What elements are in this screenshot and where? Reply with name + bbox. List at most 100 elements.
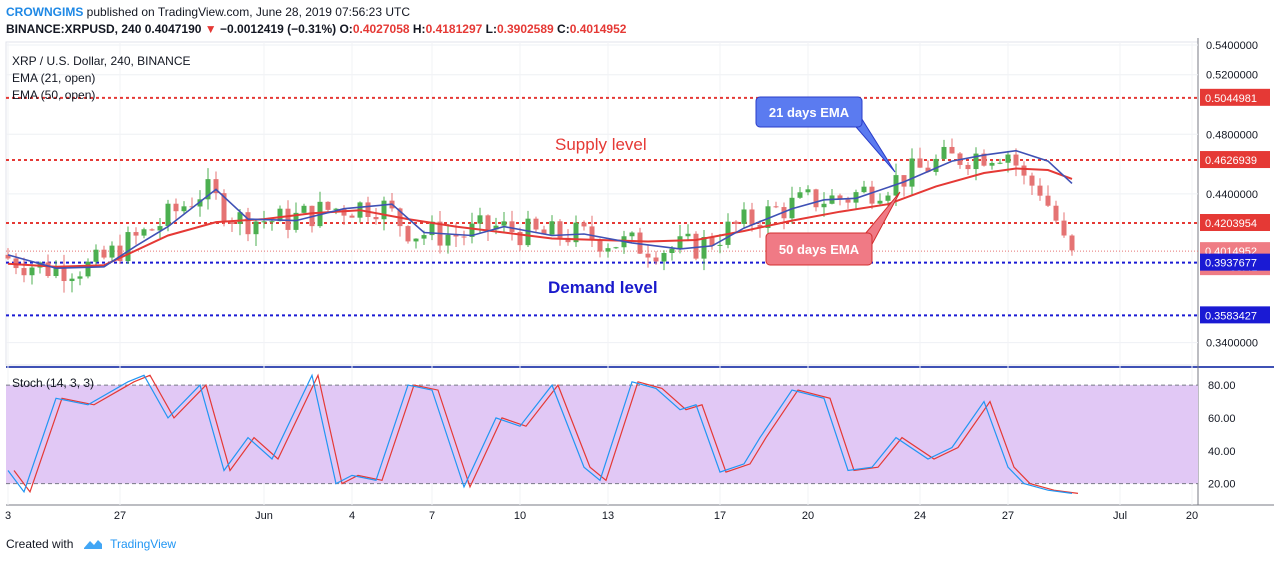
ema21-callout-label: 21 days EMA	[769, 105, 850, 120]
candle-body	[237, 212, 243, 224]
x-tick-label: 27	[1002, 510, 1014, 522]
candle-body	[773, 206, 779, 208]
candle-body	[573, 222, 579, 243]
candle-body	[533, 218, 539, 230]
stoch-k-line	[7, 373, 1073, 494]
candle-body	[189, 206, 195, 208]
candle-body	[749, 209, 755, 225]
candle-body	[149, 229, 155, 231]
price-badge	[1200, 306, 1270, 324]
candle-body	[277, 208, 283, 222]
y-tick-label: 0.3400000	[1206, 338, 1258, 350]
candle-body	[853, 192, 859, 203]
candle-body	[141, 229, 147, 236]
footer: Created with TradingView	[6, 537, 176, 551]
price-badge-label: 0.3583427	[1205, 310, 1257, 322]
low-value: 0.3902589	[496, 22, 554, 36]
publisher-name[interactable]: CROWNGIMS	[6, 5, 84, 19]
low-label: L:	[485, 22, 497, 36]
ema21-line	[7, 149, 1073, 270]
candle-body	[5, 254, 11, 259]
candle-body	[381, 200, 387, 220]
ema50-callout-box	[765, 232, 873, 266]
publish-info: published on TradingView.com, June 28, 2…	[86, 5, 410, 19]
candle-body	[909, 158, 915, 187]
close-label: C:	[557, 22, 570, 36]
candle-body	[461, 236, 467, 238]
candle-body	[805, 189, 811, 193]
candle-body	[1045, 195, 1051, 206]
open-label: O:	[339, 22, 353, 36]
down-arrow-icon: ▼	[204, 22, 217, 36]
symbol: BINANCE:XRPUSD, 240	[6, 22, 142, 36]
x-tick-label: Jun	[255, 510, 273, 522]
candle-body	[765, 206, 771, 228]
stoch-y-tick-label: 80.00	[1208, 380, 1236, 392]
candle-body	[613, 247, 619, 249]
candle-body	[501, 221, 507, 226]
supply-level-annotation: Supply level	[555, 135, 647, 154]
candle-body	[117, 245, 123, 262]
brand-link[interactable]: TradingView	[110, 537, 177, 551]
ohlc-line: BINANCE:XRPUSD, 240 0.4047190 ▼ −0.00124…	[6, 22, 626, 36]
x-tick-label: 20	[1186, 510, 1198, 522]
candle-body	[949, 146, 955, 154]
chart-title: XRP / U.S. Dollar, 240, BINANCE	[12, 54, 191, 68]
candle-body	[405, 226, 411, 242]
candle-body	[733, 221, 739, 224]
candle-body	[125, 232, 131, 262]
ema50-callout: 50 days EMA	[765, 191, 901, 266]
high-label: H:	[412, 22, 426, 36]
candle-body	[245, 212, 251, 235]
candle-body	[53, 266, 59, 277]
price-badge	[1200, 88, 1270, 106]
candle-body	[669, 248, 675, 254]
candle-body	[917, 158, 923, 168]
chart-legend: XRP / U.S. Dollar, 240, BINANCE EMA (21, …	[12, 54, 191, 102]
price-badges: 0.50449810.46269390.42039540.401495203:4…	[1200, 88, 1270, 324]
x-tick-label: Jul	[1113, 510, 1127, 522]
price-badge-label: 0.3937677	[1205, 258, 1257, 270]
candle-body	[997, 162, 1003, 164]
x-tick-label: 24	[914, 510, 926, 522]
stoch-y-tick-label: 60.00	[1208, 413, 1236, 425]
candle-body	[685, 233, 691, 237]
candle-body	[349, 215, 355, 218]
candle-body	[333, 208, 339, 210]
candle-body	[197, 199, 203, 207]
candle-body	[869, 186, 875, 204]
candle-body	[821, 203, 827, 208]
candle-body	[85, 261, 91, 277]
candle-body	[261, 221, 267, 223]
candle-body	[693, 233, 699, 259]
price-badge	[1200, 253, 1270, 271]
candle-body	[901, 175, 907, 187]
candle-body	[589, 226, 595, 241]
candle-body	[181, 206, 187, 212]
stoch-y-tick-labels: 80.00 60.00 40.00 20.00	[1208, 380, 1236, 490]
candle-body	[1037, 185, 1043, 196]
candle-body	[93, 249, 99, 262]
horizontal-levels	[6, 96, 1198, 317]
stoch-y-tick-label: 20.00	[1208, 479, 1236, 491]
x-tick-label: 17	[714, 510, 726, 522]
ema21-legend: EMA (21, open)	[12, 71, 95, 85]
candle-body	[989, 162, 995, 166]
ema21-callout-box	[755, 96, 863, 128]
candle-body	[541, 229, 547, 235]
demand-level-annotation: Demand level	[548, 278, 658, 297]
candle-body	[173, 203, 179, 212]
y-tick-label: 0.5400000	[1206, 40, 1258, 52]
candle-body	[285, 208, 291, 230]
price-badge-label: 0.4203954	[1205, 218, 1257, 230]
candle-body	[741, 209, 747, 224]
ema21-callout: 21 days EMA	[755, 96, 896, 173]
candle-body	[205, 179, 211, 200]
candle-body	[413, 238, 419, 242]
candle-body	[421, 235, 427, 239]
candle-body	[549, 221, 555, 235]
candle-body	[565, 237, 571, 243]
candle-body	[629, 232, 635, 237]
candle-body	[965, 164, 971, 170]
